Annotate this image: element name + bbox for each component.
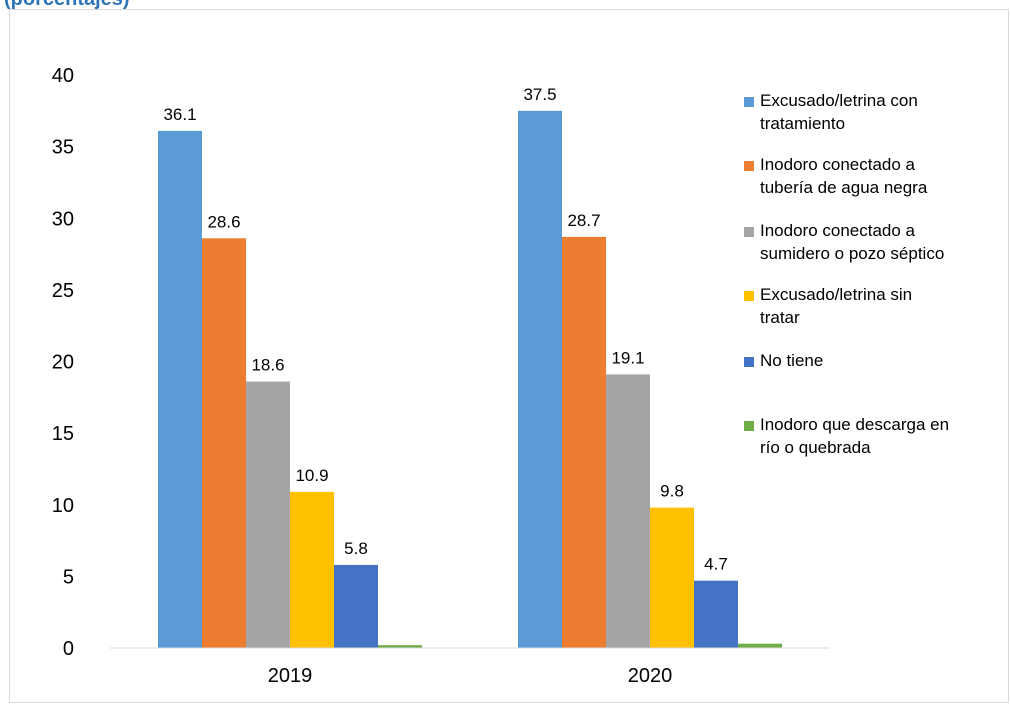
x-axis: 2019 2020	[110, 647, 830, 687]
y-tick-label: 5	[63, 566, 74, 588]
x-tick-label: 2019	[268, 665, 313, 687]
data-label: 10.9	[295, 466, 328, 485]
y-tick-label: 20	[52, 352, 74, 374]
legend-entry: Inodoro conectado a sumidero o pozo sépti…	[744, 221, 944, 263]
legend-label: tubería de agua negra	[760, 178, 928, 197]
legend-swatch	[744, 291, 754, 301]
clipped-header-text: (porcentajes)	[4, 0, 130, 11]
legend-entry: Excusado/letrina sin tratar	[744, 285, 912, 327]
bar	[246, 381, 290, 648]
legend-label: No tiene	[760, 351, 823, 370]
bar-chart: 0 5 10 15 20 25 30 35 40 36.1 28.6 18.6 10.9 5.8 37.5…	[52, 65, 949, 687]
data-label: 5.8	[344, 539, 368, 558]
bar	[202, 238, 246, 648]
data-label: 36.1	[163, 105, 196, 124]
data-label: 9.8	[660, 482, 684, 501]
data-label: 28.7	[567, 211, 600, 230]
bar	[158, 130, 202, 648]
legend-entry: Inodoro conectado a tubería de agua negra	[744, 155, 928, 197]
legend-label: Inodoro conectado a	[760, 155, 916, 174]
legend-label: Inodoro que descarga en	[760, 415, 949, 434]
x-tick-label: 2020	[628, 665, 673, 687]
bar	[290, 491, 334, 648]
data-label: 4.7	[704, 555, 728, 574]
legend-entry: Excusado/letrina con tratamiento	[744, 91, 918, 133]
y-tick-label: 0	[63, 638, 74, 660]
bar	[650, 507, 694, 648]
legend-label: Excusado/letrina con	[760, 91, 918, 110]
chart-frame: 0 5 10 15 20 25 30 35 40 36.1 28.6 18.6 10.9 5.8 37.5…	[9, 9, 1009, 703]
legend-swatch	[744, 161, 754, 171]
data-labels-group: 36.1 28.6 18.6 10.9 5.8 37.5 28.7 19.1 9.8 4.7	[163, 85, 727, 574]
y-tick-label: 25	[52, 280, 74, 302]
legend-label: tratamiento	[760, 114, 845, 133]
legend-swatch	[744, 227, 754, 237]
legend: Excusado/letrina con tratamiento Inodoro c…	[744, 91, 949, 457]
y-tick-label: 40	[52, 65, 74, 87]
legend-label: Inodoro conectado a	[760, 221, 916, 240]
y-tick-label: 15	[52, 423, 74, 445]
bar	[562, 236, 606, 648]
legend-label: río o quebrada	[760, 438, 871, 457]
legend-label: tratar	[760, 308, 800, 327]
data-label: 37.5	[523, 85, 556, 104]
legend-swatch	[744, 97, 754, 107]
bar	[738, 643, 782, 648]
legend-entry: Inodoro que descarga en río o quebrada	[744, 415, 949, 457]
bar	[378, 645, 422, 648]
legend-label: Excusado/letrina sin	[760, 285, 912, 304]
bars-group	[158, 110, 782, 648]
y-tick-label: 10	[52, 495, 74, 517]
bar	[518, 110, 562, 648]
legend-entry: No tiene	[744, 351, 823, 370]
bar	[606, 374, 650, 648]
data-label: 18.6	[251, 356, 284, 375]
y-tick-label: 30	[52, 208, 74, 230]
data-label: 19.1	[611, 348, 644, 367]
legend-swatch	[744, 357, 754, 367]
y-axis: 0 5 10 15 20 25 30 35 40	[52, 65, 74, 660]
bar	[334, 564, 378, 648]
legend-label: sumidero o pozo séptico	[760, 244, 944, 263]
bar	[694, 580, 738, 648]
data-label: 28.6	[207, 212, 240, 231]
y-tick-label: 35	[52, 137, 74, 159]
legend-swatch	[744, 421, 754, 431]
